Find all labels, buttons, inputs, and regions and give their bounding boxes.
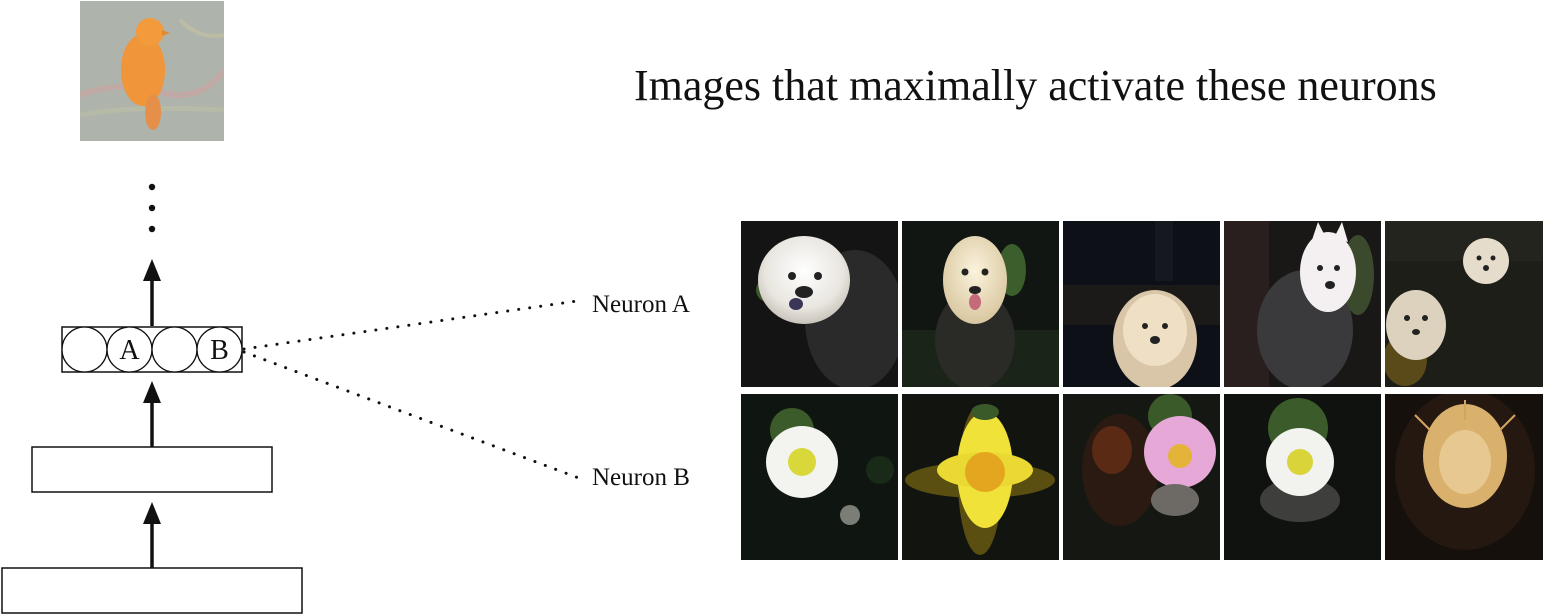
neuron-b-label: Neuron B <box>592 464 690 491</box>
neuron-circle <box>61 326 108 373</box>
neuron-circle-b <box>196 326 243 373</box>
bird-body <box>121 34 165 106</box>
arrow-up-icon <box>143 381 161 447</box>
neuron-circle <box>151 326 198 373</box>
neuron-b-circle-label: B <box>210 335 229 366</box>
tile-daisy-flower <box>741 394 898 560</box>
tile-butterfly-pink-flower <box>1063 394 1220 560</box>
tile-shaggy-dog <box>1063 221 1220 387</box>
tile-daisy-flower <box>1224 394 1381 560</box>
neuron-a-circle-label: A <box>119 335 140 366</box>
tile-pyrenees-dog <box>902 221 1059 387</box>
arrow-up-icon <box>143 259 161 326</box>
neuron-a-label: Neuron A <box>592 291 690 318</box>
tile-spiky-flower <box>1385 394 1543 560</box>
arrow-up-icon <box>143 502 161 568</box>
connector-neuron-a <box>242 298 586 351</box>
ellipsis-dots <box>148 183 156 233</box>
bird-head <box>136 18 164 46</box>
bottom-layer <box>1 567 303 614</box>
tile-samoyed-dog <box>1224 221 1381 387</box>
image-grid <box>741 221 1543 560</box>
connector-neuron-b <box>242 350 586 482</box>
input-image-bird <box>80 1 224 141</box>
middle-layer <box>31 446 273 493</box>
tile-chow-dog <box>741 221 898 387</box>
tile-yellow-daisy-flower <box>902 394 1059 560</box>
page-title: Images that maximally activate these neu… <box>634 61 1437 110</box>
tile-terrier-dogs <box>1385 221 1543 387</box>
neuron-layer: A B <box>61 326 243 373</box>
